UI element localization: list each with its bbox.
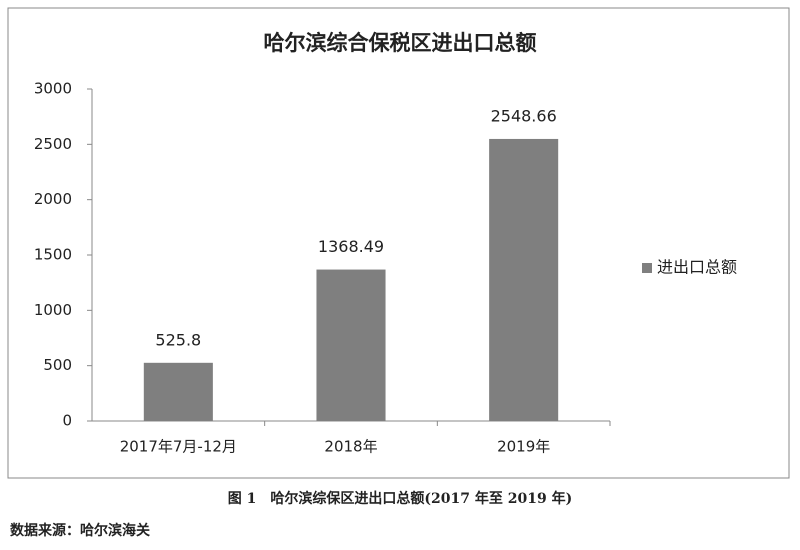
figure-caption: 图 1 哈尔滨综保区进出口总额(2017 年至 2019 年) (228, 490, 572, 507)
y-tick-label: 1000 (34, 301, 72, 319)
bar (143, 362, 213, 421)
legend-label: 进出口总额 (657, 258, 737, 277)
chart-title: 哈尔滨综合保税区进出口总额 (264, 31, 537, 55)
chart-frame (7, 7, 790, 479)
y-tick-label: 2500 (34, 135, 72, 153)
x-tick-label: 2018年 (324, 438, 377, 456)
y-tick-label: 2000 (34, 190, 72, 208)
data-label: 2548.66 (491, 106, 557, 125)
y-tick-label: 1500 (34, 246, 72, 264)
data-label: 1368.49 (318, 237, 384, 256)
legend-swatch (642, 263, 652, 273)
x-tick-label: 2019年 (497, 438, 550, 456)
x-tick-label: 2017年7月-12月 (120, 438, 237, 456)
data-label: 525.8 (155, 330, 201, 349)
y-tick-label: 500 (43, 356, 72, 374)
y-tick-label: 0 (62, 412, 72, 430)
bar (316, 269, 386, 421)
bar (489, 138, 559, 421)
y-tick-label: 3000 (34, 80, 72, 98)
source-note: 数据来源：哈尔滨海关 (10, 522, 150, 539)
